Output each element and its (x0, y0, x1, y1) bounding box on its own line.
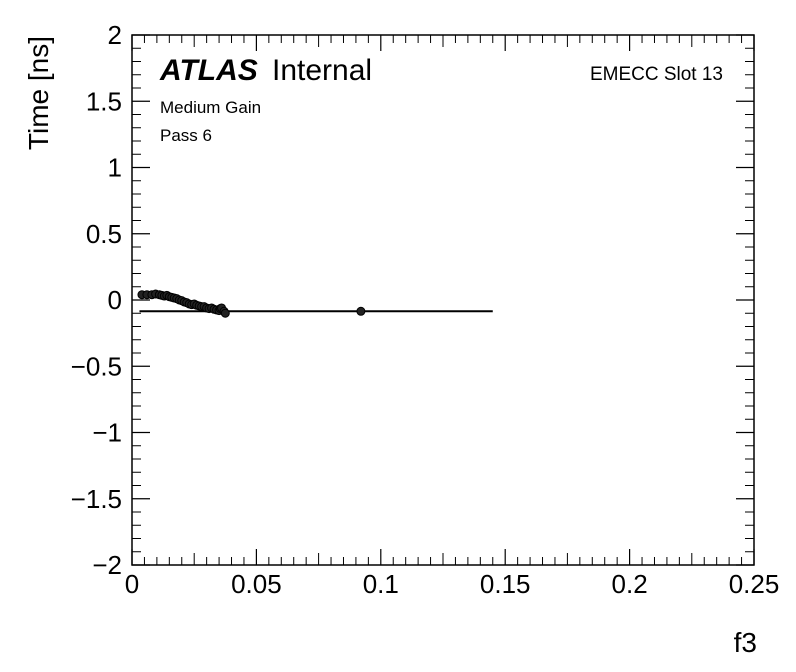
x-tick-label: 0 (125, 569, 139, 599)
x-tick-label: 0.15 (480, 569, 531, 599)
y-tick-label: −0.5 (71, 351, 122, 381)
plot-frame (131, 34, 755, 566)
gain-label: Medium Gain (160, 98, 261, 117)
y-tick-label: −2 (92, 550, 122, 580)
y-axis-title: Time [ns] (23, 36, 54, 150)
data-point (220, 308, 230, 318)
data-point (356, 306, 366, 316)
x-tick-label: 0.2 (612, 569, 648, 599)
x-tick-label: 0.25 (729, 569, 780, 599)
y-tick-label: −1 (92, 418, 122, 448)
y-tick-label: 0 (108, 285, 122, 315)
y-tick-label: 2 (108, 20, 122, 50)
axis-tick-labels: 0 0.05 0.1 0.15 0.2 0.25 −2 −1.5 −1 −0.5 0 0.5 1 1.5 2 (71, 20, 780, 599)
y-tick-label: 0.5 (86, 219, 122, 249)
slot-label: EMECC Slot 13 (590, 64, 723, 85)
pass-label: Pass 6 (160, 126, 212, 145)
atlas-label: ATLAS (159, 54, 258, 87)
y-tick-label: 1.5 (86, 86, 122, 116)
x-tick-label: 0.05 (231, 569, 282, 599)
y-tick-label: 1 (108, 153, 122, 183)
data-series (137, 289, 493, 318)
internal-label: Internal (272, 54, 372, 87)
x-axis-title: f3 (734, 627, 757, 658)
y-tick-label: −1.5 (71, 484, 122, 514)
x-tick-label: 0.1 (363, 569, 399, 599)
